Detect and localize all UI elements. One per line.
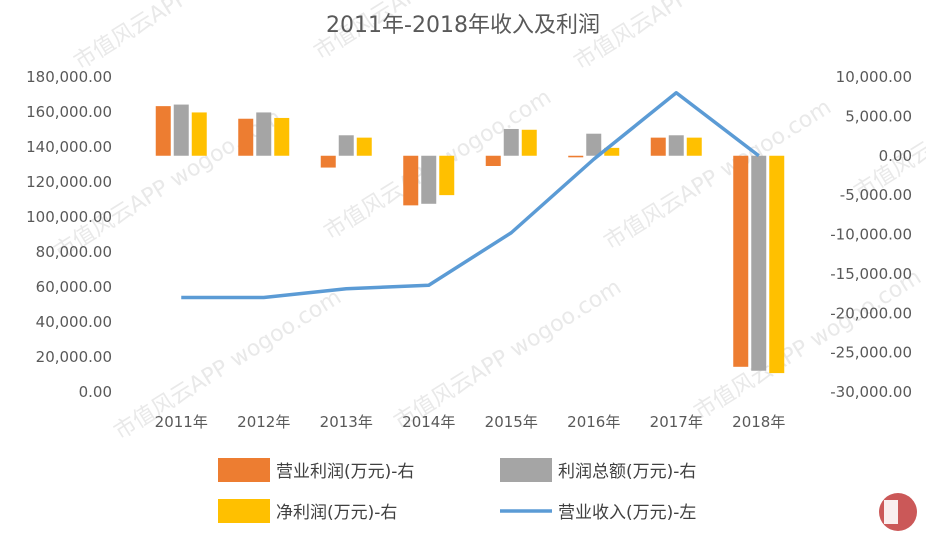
x-tick-label: 2011年	[155, 413, 208, 431]
x-tick-label: 2018年	[732, 413, 785, 431]
bar	[503, 128, 519, 156]
left-tick-label: 20,000.00	[36, 348, 112, 366]
x-tick-label: 2012年	[237, 413, 290, 431]
bar	[356, 137, 372, 156]
watermark-text: 市值风云APP wogoo.com	[390, 275, 626, 435]
bar	[191, 112, 207, 156]
revenue-line	[181, 91, 760, 300]
legend-swatch	[218, 499, 270, 523]
left-tick-label: 60,000.00	[36, 278, 112, 296]
right-tick-label: 0.00	[879, 147, 912, 165]
left-tick-label: 160,000.00	[26, 103, 112, 121]
left-tick-label: 180,000.00	[26, 68, 112, 86]
left-axis: 0.00 20,000.00 40,000.00 60,000.00 80,000.00…	[26, 68, 112, 401]
bar	[733, 155, 749, 367]
left-tick-label: 80,000.00	[36, 243, 112, 261]
x-tick-label: 2015年	[485, 413, 538, 431]
bar	[650, 137, 666, 156]
right-tick-label: -25,000.00	[830, 344, 912, 362]
bar	[521, 129, 537, 156]
legend-label: 净利润(万元)-右	[276, 503, 397, 523]
bar	[769, 155, 785, 374]
bar	[568, 155, 584, 158]
bar	[320, 155, 336, 168]
bar	[173, 104, 189, 156]
x-tick-label: 2013年	[320, 413, 373, 431]
watermark-text: 市值风云APP wogoo.com	[320, 85, 556, 245]
bar	[586, 133, 602, 156]
x-tick-label: 2016年	[567, 413, 620, 431]
bar	[604, 147, 620, 156]
right-tick-label: -15,000.00	[830, 265, 912, 283]
right-tick-label: -10,000.00	[830, 226, 912, 244]
bar	[256, 112, 272, 156]
bar	[439, 155, 455, 196]
legend-swatch	[218, 458, 270, 482]
left-tick-label: 140,000.00	[26, 138, 112, 156]
right-tick-label: 5,000.00	[845, 107, 912, 125]
watermark-text: 市值风云APP wogoo.com	[70, 0, 306, 75]
left-tick-label: 100,000.00	[26, 208, 112, 226]
right-tick-label: -5,000.00	[840, 186, 912, 204]
bar	[238, 118, 254, 156]
bar	[485, 155, 501, 166]
bar	[274, 117, 290, 156]
legend-swatch	[500, 458, 552, 482]
bar	[421, 155, 437, 204]
left-tick-label: 120,000.00	[26, 173, 112, 191]
right-tick-label: -30,000.00	[830, 383, 912, 401]
line-series	[181, 91, 760, 300]
watermark-text: 市值风云APP wogoo.com	[570, 0, 806, 75]
watermark: 市值风云APP wogoo.com 市值风云APP wogoo.com 市值风云AP…	[50, 0, 926, 445]
bar	[338, 135, 354, 156]
x-tick-label: 2017年	[650, 413, 703, 431]
watermark-text: 市值风云APP wogoo.com	[600, 95, 836, 255]
right-axis: -30,000.00 -25,000.00 -20,000.00 -15,000.00…	[830, 68, 912, 401]
bar	[686, 137, 702, 156]
bar-series	[155, 104, 785, 374]
x-axis: 2011年 2012年 2013年 2014年 2015年 2016年 2017年 2018年	[155, 413, 786, 431]
legend-label: 营业收入(万元)-左	[558, 503, 696, 523]
bar	[751, 155, 767, 371]
right-tick-label: -20,000.00	[830, 304, 912, 322]
brand-logo	[879, 493, 917, 531]
chart-title: 2011年-2018年收入及利润	[326, 13, 600, 38]
watermark-text: 市值风云APP wogoo.com	[110, 285, 346, 445]
legend-label: 营业利润(万元)-右	[276, 462, 414, 482]
left-tick-label: 0.00	[79, 383, 112, 401]
right-tick-label: 10,000.00	[836, 68, 912, 86]
bar	[155, 106, 171, 156]
legend-label: 利润总额(万元)-右	[558, 462, 696, 482]
left-tick-label: 40,000.00	[36, 313, 112, 331]
x-tick-label: 2014年	[402, 413, 455, 431]
bar	[403, 155, 419, 206]
bar	[668, 135, 684, 156]
